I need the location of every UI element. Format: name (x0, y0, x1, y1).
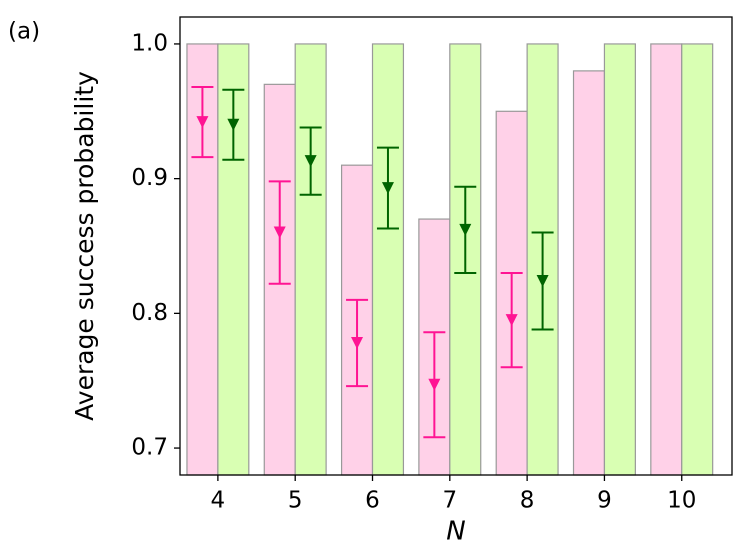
marker (459, 223, 472, 236)
y-tick-label: 0.8 (131, 300, 168, 326)
x-tick-label: 5 (288, 488, 303, 514)
x-axis-label: N (446, 517, 465, 547)
y-tick-label: 1.0 (131, 30, 168, 56)
marker (536, 275, 549, 288)
marker (227, 118, 240, 131)
x-tick-label: 10 (667, 488, 696, 514)
x-tick-label: 7 (442, 488, 457, 514)
x-tick-label: 9 (597, 488, 612, 514)
y-axis-label: Average success probability (70, 71, 99, 421)
marker (304, 155, 317, 168)
marker (273, 226, 286, 239)
panel-label: (a) (8, 19, 40, 45)
marker (196, 116, 209, 129)
marker (505, 314, 518, 327)
x-tick-label: 4 (211, 488, 226, 514)
bar (526, 43, 559, 476)
marker (428, 378, 441, 391)
bar (572, 70, 606, 476)
bar (603, 43, 636, 476)
plot-frame (179, 16, 733, 476)
bar (294, 43, 327, 476)
bar (681, 43, 714, 476)
bar (650, 43, 683, 476)
marker (381, 182, 394, 195)
x-tick-label: 6 (365, 488, 380, 514)
marker (351, 336, 364, 349)
y-tick-label: 0.9 (131, 165, 168, 191)
x-tick-label: 8 (520, 488, 535, 514)
bar (371, 43, 405, 476)
y-tick-label: 0.7 (131, 435, 168, 461)
